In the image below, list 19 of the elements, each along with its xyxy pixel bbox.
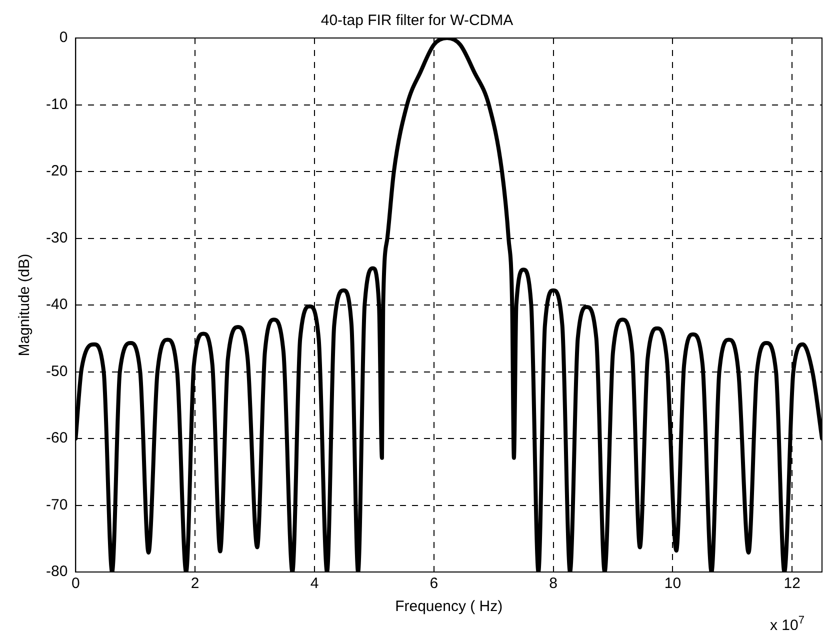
x-tick-label: 0 (72, 575, 80, 592)
x-tick-label: 10 (664, 575, 682, 592)
y-tick-label: -60 (46, 430, 68, 447)
y-tick-label: -30 (46, 229, 68, 246)
y-tick-label: -80 (46, 563, 68, 580)
chart-title: 40-tap FIR filter for W-CDMA (320, 12, 514, 30)
x-axis-title: Frequency ( Hz) (395, 598, 503, 616)
x-tick-label: 12 (784, 575, 800, 592)
x-tick-label: 2 (190, 575, 200, 592)
x-tick-label: 6 (430, 575, 438, 592)
x-tick-label: 8 (549, 575, 558, 592)
x-tick-label: 4 (310, 575, 319, 592)
y-tick-label: 0 (59, 29, 68, 46)
y-tick-label: -40 (46, 296, 68, 314)
y-tick-label: -50 (46, 362, 68, 380)
y-axis-title: Magnitude (dB) (16, 254, 34, 356)
y-tick-label: -70 (46, 496, 68, 514)
y-tick-label: -10 (46, 96, 68, 113)
y-tick-label: -20 (46, 162, 68, 180)
